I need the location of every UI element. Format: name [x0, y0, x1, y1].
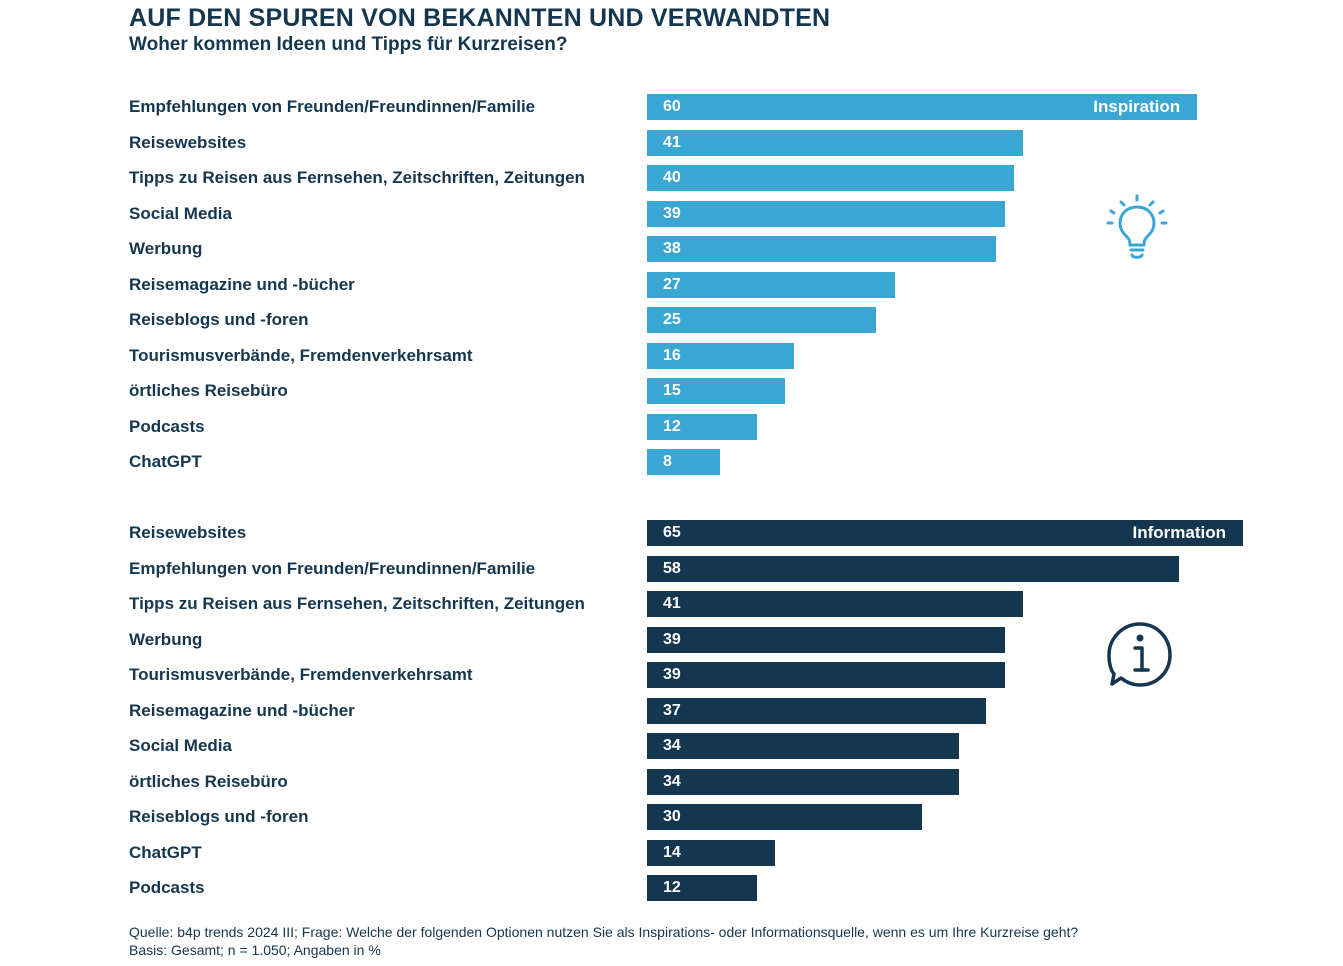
- bar: 30: [647, 804, 923, 830]
- bar-row-oertliches-reisebuero: örtliches Reisebüro 34: [0, 769, 1343, 795]
- category-label: Tourismusverbände, Fremdenverkehrsamt: [129, 665, 473, 684]
- bar-row-podcasts: Podcasts 12: [0, 414, 1343, 440]
- bar-value-label: 27: [663, 276, 681, 293]
- chart-subtitle: Woher kommen Ideen und Tipps für Kurzrei…: [129, 34, 568, 55]
- chart-title: AUF DEN SPUREN VON BEKANNTEN UND VERWAND…: [129, 4, 831, 32]
- bar-row-reisewebsites: Reisewebsites 65 Information: [0, 520, 1343, 546]
- series-label: Inspiration: [1093, 97, 1181, 116]
- bar-value-label: 65: [663, 524, 681, 541]
- bar-row-chatgpt: ChatGPT 8: [0, 449, 1343, 475]
- bar: 14: [647, 840, 776, 866]
- bar-value-label: 14: [663, 844, 681, 861]
- bar-row-tipps-zu-reisen-aus-fernsehen-zeitschriften-zeitungen: Tipps zu Reisen aus Fernsehen, Zeitschri…: [0, 165, 1343, 191]
- bar-value-label: 39: [663, 205, 681, 222]
- bar: 38: [647, 236, 996, 262]
- category-label: Tourismusverbände, Fremdenverkehrsamt: [129, 346, 473, 365]
- bar: 40: [647, 165, 1014, 191]
- bar-row-reisemagazine-und-buecher: Reisemagazine und -bücher 27: [0, 272, 1343, 298]
- category-label: Werbung: [129, 239, 203, 258]
- bar: 41: [647, 591, 1023, 617]
- bar: 8: [647, 449, 721, 475]
- bar-value-label: 39: [663, 666, 681, 683]
- bar: 39: [647, 201, 1005, 227]
- category-label: Reiseblogs und -foren: [129, 310, 309, 329]
- category-label: Empfehlungen von Freunden/Freundinnen/Fa…: [129, 97, 536, 116]
- category-label: ChatGPT: [129, 452, 202, 471]
- category-label: Reisemagazine und -bücher: [129, 701, 355, 720]
- bar-row-social-media: Social Media 34: [0, 733, 1343, 759]
- category-label: Podcasts: [129, 417, 205, 436]
- bar-value-label: 40: [663, 169, 681, 186]
- bar: 58: [647, 556, 1179, 582]
- bar: 16: [647, 343, 794, 369]
- bar-row-tourismusverbaende-fremdenverkehrsamt: Tourismusverbände, Fremdenverkehrsamt 39: [0, 662, 1343, 688]
- bar-row-tipps-zu-reisen-aus-fernsehen-zeitschriften-zeitungen: Tipps zu Reisen aus Fernsehen, Zeitschri…: [0, 591, 1343, 617]
- bar-row-werbung: Werbung 39: [0, 627, 1343, 653]
- category-label: Reiseblogs und -foren: [129, 807, 309, 826]
- bar-value-label: 39: [663, 631, 681, 648]
- bar-row-reisewebsites: Reisewebsites 41: [0, 130, 1343, 156]
- bar-value-label: 41: [663, 595, 681, 612]
- bar-value-label: 12: [663, 418, 681, 435]
- bar-row-reiseblogs-und-foren: Reiseblogs und -foren 25: [0, 307, 1343, 333]
- category-label: Social Media: [129, 204, 232, 223]
- bar-value-label: 34: [663, 773, 681, 790]
- category-label: Tipps zu Reisen aus Fernsehen, Zeitschri…: [129, 594, 585, 613]
- category-label: Reisemagazine und -bücher: [129, 275, 355, 294]
- bar: 34: [647, 733, 959, 759]
- bar-value-label: 60: [663, 98, 681, 115]
- category-label: Werbung: [129, 630, 203, 649]
- bar-row-empfehlungen-von-freunden-freundinnen-familie: Empfehlungen von Freunden/Freundinnen/Fa…: [0, 94, 1343, 120]
- bar-value-label: 41: [663, 134, 681, 151]
- bar-row-empfehlungen-von-freunden-freundinnen-familie: Empfehlungen von Freunden/Freundinnen/Fa…: [0, 556, 1343, 582]
- inspiration-panel: Empfehlungen von Freunden/Freundinnen/Fa…: [0, 94, 1343, 475]
- bar-row-werbung: Werbung 38: [0, 236, 1343, 262]
- bar-row-chatgpt: ChatGPT 14: [0, 840, 1343, 866]
- bar: 37: [647, 698, 987, 724]
- lightbulb-icon: [1106, 194, 1168, 259]
- bar-row-oertliches-reisebuero: örtliches Reisebüro 15: [0, 378, 1343, 404]
- bar-value-label: 25: [663, 311, 681, 328]
- bar: 27: [647, 272, 895, 298]
- category-label: Social Media: [129, 736, 232, 755]
- bar: 12: [647, 875, 757, 901]
- info-speech-bubble-icon: [1107, 622, 1172, 687]
- footnote-source: Quelle: b4p trends 2024 III; Frage: Welc…: [129, 924, 1079, 940]
- bar: 41: [647, 130, 1023, 156]
- bar-value-label: 16: [663, 347, 681, 364]
- bar-row-reisemagazine-und-buecher: Reisemagazine und -bücher 37: [0, 698, 1343, 724]
- category-label: örtliches Reisebüro: [129, 772, 288, 791]
- bar: 34: [647, 769, 959, 795]
- category-label: Empfehlungen von Freunden/Freundinnen/Fa…: [129, 559, 536, 578]
- category-label: ChatGPT: [129, 843, 202, 862]
- bar-row-reiseblogs-und-foren: Reiseblogs und -foren 30: [0, 804, 1343, 830]
- bar-value-label: 38: [663, 240, 681, 257]
- bar-row-podcasts: Podcasts 12: [0, 875, 1343, 901]
- bar-row-tourismusverbaende-fremdenverkehrsamt: Tourismusverbände, Fremdenverkehrsamt 16: [0, 343, 1343, 369]
- category-label: Podcasts: [129, 878, 205, 897]
- bar-value-label: 12: [663, 879, 681, 896]
- series-label: Information: [1132, 523, 1227, 542]
- bar-value-label: 58: [663, 560, 681, 577]
- bar: 39: [647, 627, 1005, 653]
- footnote-basis: Basis: Gesamt; n = 1.050; Angaben in %: [129, 942, 381, 958]
- bar-value-label: 15: [663, 382, 681, 399]
- category-label: Reisewebsites: [129, 523, 247, 542]
- category-label: Reisewebsites: [129, 133, 247, 152]
- bar: 12: [647, 414, 757, 440]
- bar-value-label: 30: [663, 808, 681, 825]
- bar: 25: [647, 307, 877, 333]
- bar: 65 Information: [647, 520, 1243, 546]
- category-label: Tipps zu Reisen aus Fernsehen, Zeitschri…: [129, 168, 585, 187]
- bar-row-social-media: Social Media 39: [0, 201, 1343, 227]
- bar: 15: [647, 378, 785, 404]
- bar: 60 Inspiration: [647, 94, 1198, 120]
- bar-value-label: 37: [663, 702, 681, 719]
- category-label: örtliches Reisebüro: [129, 381, 288, 400]
- information-panel: Reisewebsites 65 Information Empfehlungen v…: [0, 520, 1343, 901]
- bar: 39: [647, 662, 1005, 688]
- bar-value-label: 8: [663, 453, 672, 470]
- bar-value-label: 34: [663, 737, 681, 754]
